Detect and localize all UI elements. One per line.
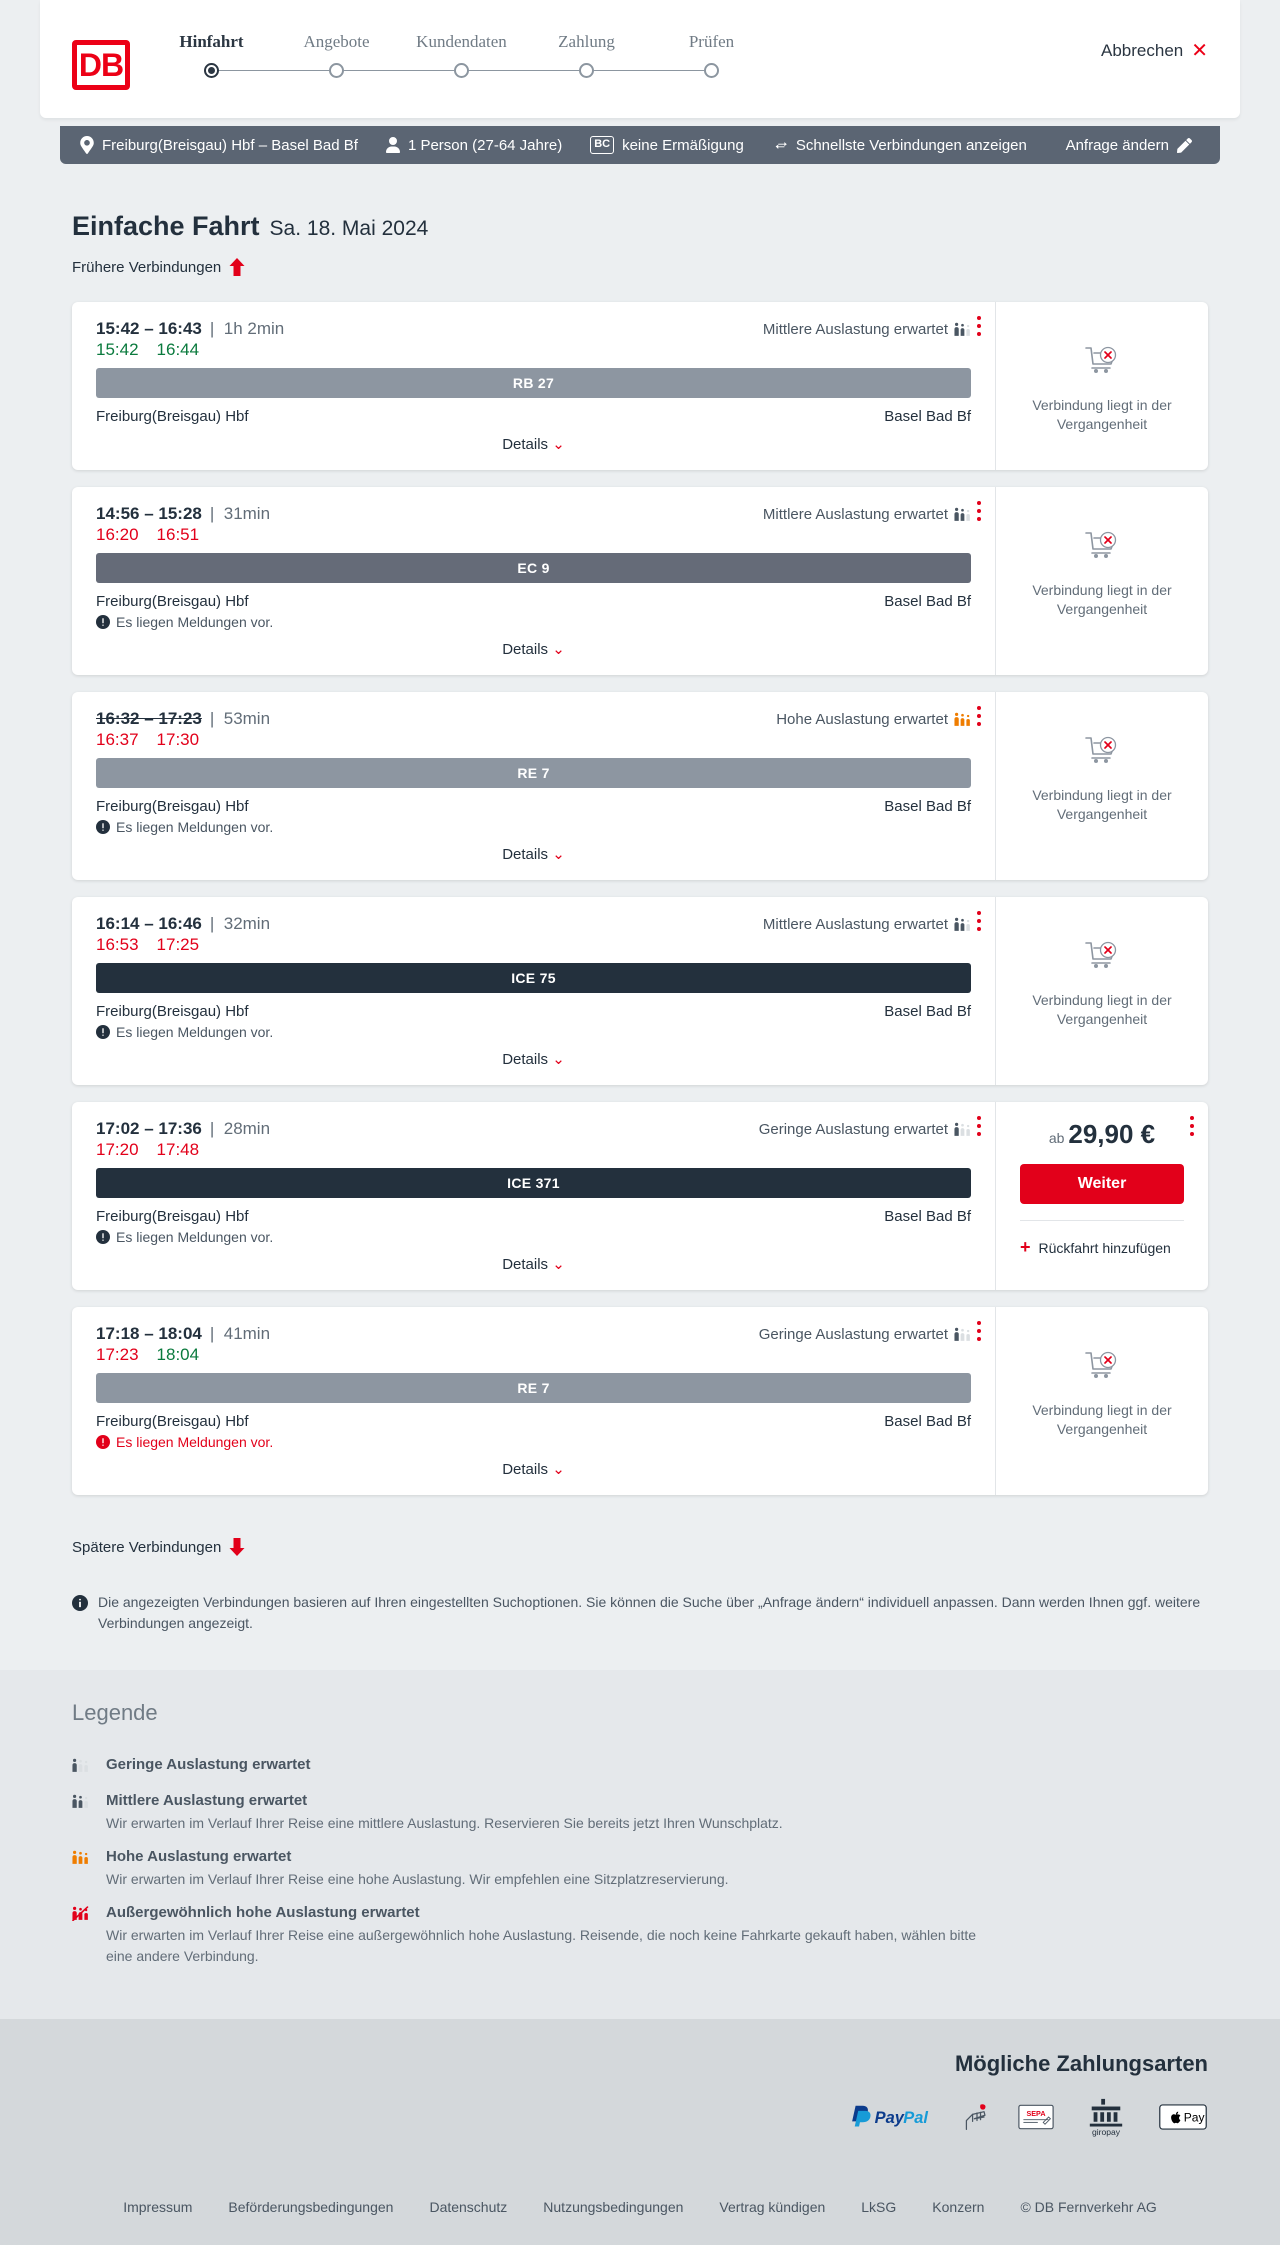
svg-text:Pal: Pal [903,2109,928,2127]
svg-text:Pay: Pay [875,2109,905,2127]
svg-text:SEPA: SEPA [1026,2109,1045,2118]
svg-text:giropay: giropay [1092,2127,1121,2137]
svg-text:Pay: Pay [1184,2111,1205,2125]
